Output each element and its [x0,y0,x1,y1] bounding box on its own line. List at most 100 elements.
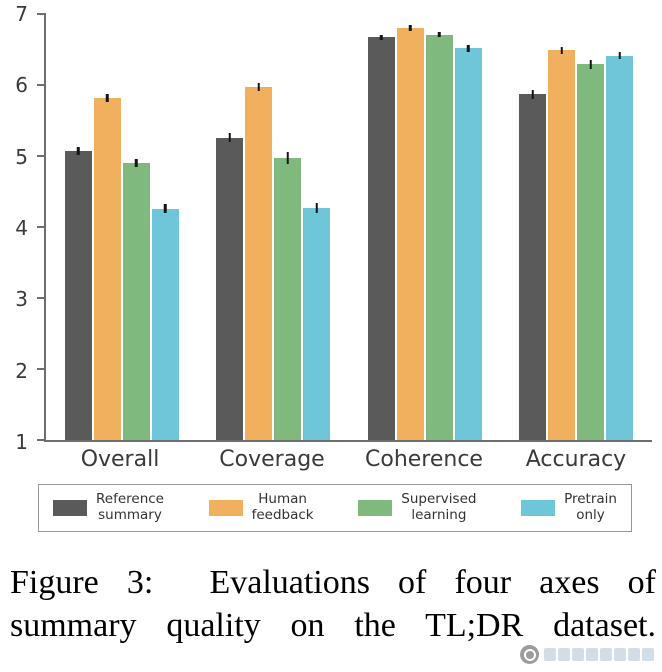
bar-slot [245,14,273,440]
error-bar [257,82,260,92]
error-bar [438,31,441,38]
bar [274,152,302,440]
bar-slot [303,14,331,440]
bar-slot [606,14,634,440]
bar-group [518,14,634,440]
legend-label-line: learning [411,506,467,523]
legend-label-supervised-learning: Supervised learning [401,491,477,524]
bar [93,93,121,440]
x-axis-label: Coverage [219,447,325,472]
bar [367,34,395,440]
bar [216,133,244,440]
legend: Reference summary Human feedback Supervi… [38,484,632,532]
bar [577,60,605,440]
figure: 1 2 3 4 5 6 7 Overall Coverage Coherence Accuracy… [15,4,652,532]
bar [548,46,576,440]
error-bar [164,204,167,213]
bar-slot [577,14,605,440]
y-tick-label: 5 [15,144,28,169]
plot-area [37,13,652,442]
error-bar [315,202,318,213]
bar-slot [274,14,302,440]
legend-item-supervised-learning: Supervised learning [358,491,477,524]
legend-swatch-reference-summary [53,499,87,516]
y-tick-mark [37,226,46,228]
bar [122,158,150,440]
watermark-text-blocks [544,648,654,661]
y-tick-mark [37,439,46,441]
error-bar [106,93,109,103]
error-bar [618,52,621,60]
x-axis-label: Accuracy [525,447,627,472]
legend-label-human-feedback: Human feedback [252,491,314,524]
legend-label-pretrain-only: Pretrain only [564,491,617,524]
legend-swatch-pretrain-only [521,499,556,516]
legend-swatch-supervised-learning [358,499,393,516]
legend-item-reference-summary: Reference summary [53,491,164,524]
y-tick-label: 7 [15,2,28,26]
watermark-logo-icon [520,645,539,664]
bar-slot [216,14,244,440]
y-tick-label: 1 [15,430,28,454]
bar-slot [64,14,92,440]
bar [606,52,634,440]
x-axis-label: Overall [80,447,160,472]
y-axis: 1 2 3 4 5 6 7 [0,4,38,452]
bar-slot [425,14,453,440]
caption-line-2: summary quality on the TL;DR dataset. [10,606,656,644]
error-bar [409,25,412,32]
figure-caption: Figure 3: Evaluations of four axes of su… [10,562,656,648]
error-bar [467,44,470,52]
bar [64,146,92,440]
error-bar [286,152,289,164]
legend-swatch-human-feedback [208,499,243,516]
y-tick-label: 2 [15,358,28,383]
bar [151,204,179,440]
bar-slot [93,14,121,440]
y-tick-label: 4 [15,216,28,240]
bar-slot [151,14,179,440]
bar [245,82,273,440]
error-bar [135,158,138,168]
error-bar [228,133,231,142]
bar-group [215,14,331,440]
bar-slot [367,14,395,440]
bar [519,89,547,440]
legend-label-reference-summary: Reference summary [96,491,164,524]
x-axis-label: Coherence [365,447,483,472]
legend-label-line: Human [258,491,307,507]
y-tick-mark [37,155,46,158]
y-tick-mark [37,368,46,371]
error-bar [589,60,592,69]
y-tick-mark [37,13,46,15]
error-bar [380,34,383,41]
legend-label-line: Reference [96,491,164,507]
legend-label-line: summary [98,506,162,523]
bar-slot [548,14,576,440]
legend-item-human-feedback: Human feedback [208,491,314,524]
bar [454,44,482,440]
y-tick-mark [37,297,46,300]
bar-slot [396,14,424,440]
bar-group [64,14,180,440]
legend-label-line: Pretrain [564,491,617,507]
bar-slot [519,14,547,440]
y-tick-label: 3 [15,287,28,312]
x-axis-labels: Overall Coverage Coherence Accuracy [44,447,652,472]
y-tick-label: 6 [15,73,28,98]
bar [425,31,453,440]
error-bar [531,89,534,99]
bar [303,202,331,440]
caption-line-1: Figure 3: Evaluations of four axes of [10,563,656,601]
bar-slot [454,14,482,440]
error-bar [560,46,563,54]
bar-chart: 1 2 3 4 5 6 7 [15,4,652,452]
legend-item-pretrain-only: Pretrain only [521,491,617,524]
watermark [520,645,654,664]
legend-label-line: Supervised [401,491,477,507]
bar-group [367,14,483,440]
error-bar [77,146,80,156]
bar-slot [122,14,150,440]
bar [396,25,424,440]
legend-label-line: only [576,506,605,523]
